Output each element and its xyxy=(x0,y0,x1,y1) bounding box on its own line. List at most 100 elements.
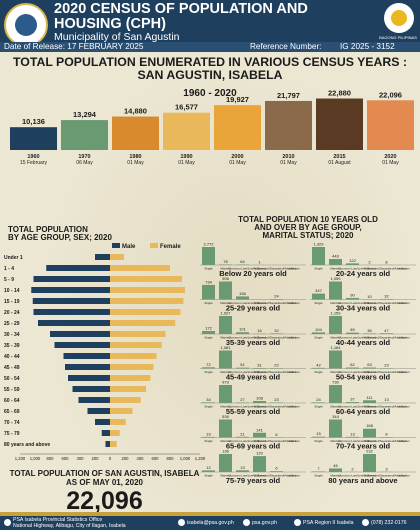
pyramid-age-label: 40 - 44 xyxy=(4,354,20,360)
census-date-label: 01 August xyxy=(328,160,351,166)
marital-category-label: Single xyxy=(204,370,213,374)
marital-bar xyxy=(312,367,325,369)
marital-category-label: Unknown xyxy=(287,370,300,374)
marital-bar-label: 32 xyxy=(384,293,389,298)
marital-title: MARITAL STATUS; 2020 xyxy=(263,231,355,240)
marital-category-label: Single xyxy=(204,439,213,443)
marital-bar-label: 64 xyxy=(240,259,245,264)
marital-category-label: Single xyxy=(204,405,213,409)
marital-category-label: Common Law/Live-in xyxy=(228,474,257,478)
marital-bar xyxy=(329,419,342,438)
pyramid-x-tick: 0 xyxy=(109,456,112,461)
census-year-label: 2020 xyxy=(384,154,396,160)
marital-category-label: Single xyxy=(204,301,213,305)
pyramid-female-bar xyxy=(110,298,184,304)
census-bar xyxy=(61,120,108,150)
marital-bar xyxy=(380,298,393,300)
pyramid-female-bar xyxy=(110,408,133,414)
census-date-label: 01 May xyxy=(178,160,195,166)
footer-email[interactable]: isabela@psa.gov.ph xyxy=(187,520,234,526)
pyramid-female-bar xyxy=(110,397,141,403)
marital-bar xyxy=(202,284,215,300)
phone-icon xyxy=(362,519,369,526)
marital-bar xyxy=(202,367,215,369)
marital-bar-label: 46 xyxy=(333,463,338,468)
pyramid-male-bar xyxy=(105,441,110,447)
page-title: 2020 CENSUS OF POPULATION AND HOUSING (C… xyxy=(54,1,308,32)
marital-category-label: Divorced/Separated/Annulled xyxy=(367,267,406,271)
marital-category-label: Divorced/Separated/Annulled xyxy=(257,336,296,340)
marital-panel-title: 25-29 years old xyxy=(226,304,281,313)
marital-category-label: Unknown xyxy=(397,336,410,340)
marital-bar-label: 1,059 xyxy=(330,276,341,281)
pyramid-age-label: 70 - 74 xyxy=(4,420,20,426)
marital-category-label: Unknown xyxy=(287,301,300,305)
marital-category-label: Married xyxy=(220,405,231,409)
pyramid-x-tick: 600 xyxy=(152,456,160,461)
marital-bar-label: 12 xyxy=(206,465,211,470)
marital-category-label: Unknown xyxy=(397,405,410,409)
census-date-label: 01 May xyxy=(229,160,246,166)
marital-bar-label: 89 xyxy=(350,327,355,332)
marital-bar-label: 13 xyxy=(240,465,245,470)
pyramid-title: BY AGE GROUP, SEX; 2020 xyxy=(8,233,112,242)
marital-bar xyxy=(202,436,215,438)
marital-panel-title: 40-44 years old xyxy=(336,338,391,347)
marital-bar-label: 172 xyxy=(205,325,212,330)
marital-bar xyxy=(329,281,342,300)
marital-category-label: Divorced/Separated/Annulled xyxy=(257,267,296,271)
census-date-label: 01 May xyxy=(127,160,144,166)
marital-category-label: Single xyxy=(314,474,323,478)
marital-category-label: Widowed xyxy=(253,370,266,374)
marital-category-label: Widowed xyxy=(253,336,266,340)
pyramid-male-bar xyxy=(78,397,110,403)
pyramid-male-bar xyxy=(95,254,110,260)
release-bar: Date of Release: 17 FEBRUARY 2025 Refere… xyxy=(0,42,420,52)
marital-bar xyxy=(270,471,283,472)
marital-category-label: Single xyxy=(204,267,213,271)
pyramid-x-tick: 1,000 xyxy=(180,456,191,461)
footer-web[interactable]: psa.gov.ph xyxy=(252,520,277,526)
census-bar-label: 22,880 xyxy=(328,89,351,98)
footer-office: PSA Isabela Provincial Statistics Office xyxy=(13,517,103,523)
email-icon xyxy=(178,519,185,526)
marital-panel-title: 65-69 years old xyxy=(226,442,281,451)
marital-bar-label: 141 xyxy=(256,427,263,432)
pyramid-x-tick: 200 xyxy=(92,456,100,461)
marital-bar-label: 136 xyxy=(222,449,229,454)
census-bar-label: 16,577 xyxy=(175,103,198,112)
marital-panel-title: 75-79 years old xyxy=(226,476,281,485)
marital-bar xyxy=(253,456,266,472)
marital-category-label: Divorced/Separated/Annulled xyxy=(367,405,406,409)
marital-bar-label: 78 xyxy=(223,259,228,264)
marital-panel-title: Below 20 years old xyxy=(219,269,287,278)
marital-category-label: Common Law/Live-in xyxy=(228,301,257,305)
pyramid-age-label: 25 - 29 xyxy=(4,321,20,327)
marital-bar xyxy=(312,332,325,334)
marital-category-label: Common Law/Live-in xyxy=(228,405,257,409)
census-bar xyxy=(265,100,312,150)
legend-female-label: Female xyxy=(160,244,181,250)
marital-category-label: Widowed xyxy=(253,405,266,409)
marital-bar xyxy=(219,281,232,300)
marital-bar-label: 1,329 xyxy=(313,242,324,247)
marital-bar xyxy=(363,454,376,472)
marital-bar-label: 156 xyxy=(239,291,246,296)
marital-bar-label: 168 xyxy=(366,423,373,428)
marital-bar-label: 104 xyxy=(315,327,322,332)
pyramid-male-bar xyxy=(95,419,110,425)
marital-bar xyxy=(346,263,359,265)
census-date-label: 15 February xyxy=(20,160,47,166)
marital-bar-label: 27 xyxy=(240,397,245,402)
marital-bar xyxy=(346,332,359,334)
marital-category-label: Married xyxy=(330,301,341,305)
census-bar-label: 13,294 xyxy=(73,110,97,119)
marital-bar-label: 16 xyxy=(257,328,262,333)
pyramid-male-bar xyxy=(72,386,110,392)
marital-bar-label: 7 xyxy=(317,466,320,471)
census-bar xyxy=(10,127,57,150)
legend-male-swatch xyxy=(112,243,120,248)
footer-fb[interactable]: PSA Region II Isabela xyxy=(303,520,354,526)
census-bar-label: 19,927 xyxy=(226,95,249,104)
